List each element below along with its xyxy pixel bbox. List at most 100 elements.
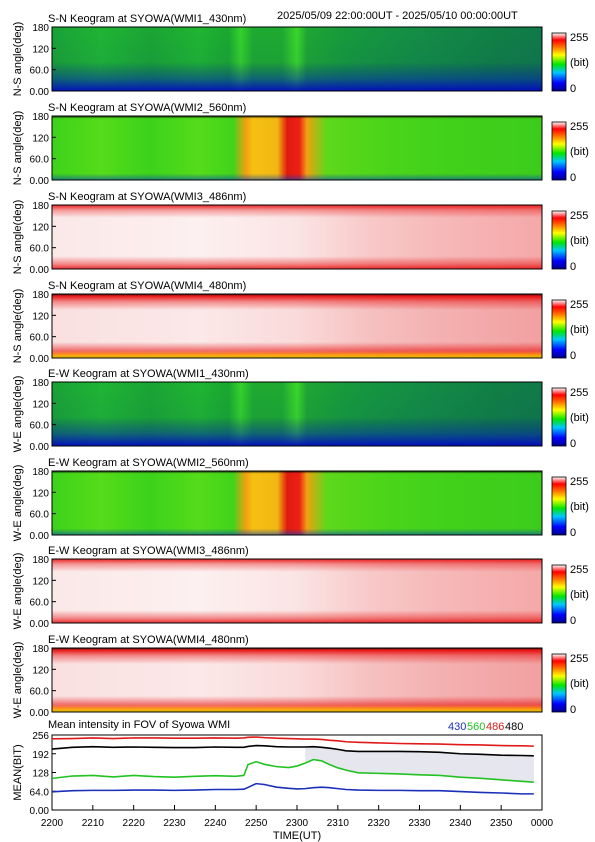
panel-frame (51, 26, 543, 92)
x-tick-label: 0000 (531, 818, 554, 829)
colorbar-min: 0 (570, 83, 576, 95)
colorbar-unit: (bit) (570, 324, 589, 336)
y-tick-label: 120 (32, 399, 49, 410)
y-tick-label: 60.0 (30, 598, 50, 609)
colorbar: 255 (bit) 0 (551, 210, 589, 273)
legend-entry-560: 560 (467, 721, 485, 733)
series-line-430 (51, 782, 534, 795)
panel-frame (51, 558, 543, 624)
keogram-image-shading (52, 382, 542, 446)
colorbar: 255 (bit) 0 (551, 476, 589, 539)
y-tick-label: 0.00 (30, 176, 50, 187)
colorbar-scale (551, 299, 567, 359)
y-tick-label: 120 (32, 665, 49, 676)
y-tick-label: 0.00 (30, 531, 50, 542)
panel-title: E-W Keogram at SYOWA(WMI2_560nm) (48, 457, 249, 469)
colorbar-min: 0 (570, 172, 576, 184)
y-tick-label: 120 (32, 133, 49, 144)
keogram-image-shading (52, 648, 542, 712)
panel-title: E-W Keogram at SYOWA(WMI3_486nm) (48, 545, 249, 557)
x-tick-label: 2330 (408, 818, 431, 829)
y-tick-label: 180 (32, 467, 49, 478)
keogram-image-shading (52, 294, 542, 358)
colorbar-scale (551, 121, 567, 181)
legend-entry-480: 480 (505, 721, 523, 733)
colorbar-unit: (bit) (570, 57, 589, 69)
y-axis-label: W-E angle(deg) (12, 465, 24, 542)
keogram-panel-5: E-W Keogram at SYOWA(WMI1_430nm) 0.00 60.0… (12, 368, 589, 453)
colorbar-scale (551, 476, 567, 536)
x-tick-label: 2250 (245, 818, 268, 829)
panel-title: S-N Keogram at SYOWA(WMI3_486nm) (48, 191, 246, 203)
x-axis-label: TIME(UT) (273, 830, 321, 842)
colorbar-min: 0 (570, 615, 576, 627)
colorbar-scale (551, 210, 567, 270)
colorbar: 255 (bit) 0 (551, 387, 589, 450)
y-tick-label: 0.00 (30, 806, 50, 817)
x-tick-label: 2240 (204, 818, 227, 829)
panel-frame (51, 381, 543, 447)
y-tick-label: 128 (32, 769, 49, 780)
series-line-560 (51, 758, 534, 783)
panel-frame (51, 647, 543, 713)
colorbar-unit: (bit) (570, 501, 589, 513)
y-tick-label: 180 (32, 112, 49, 123)
x-tick-label: 2350 (490, 818, 513, 829)
panel-frame (51, 293, 543, 359)
panel-title: E-W Keogram at SYOWA(WMI1_430nm) (48, 368, 249, 380)
keogram-panel-8: E-W Keogram at SYOWA(WMI4_480nm) 0.00 60.0… (12, 634, 589, 719)
panel-title: S-N Keogram at SYOWA(WMI2_560nm) (48, 102, 246, 114)
colorbar-max: 255 (570, 32, 588, 44)
y-axis-label: W-E angle(deg) (12, 376, 24, 453)
keogram-image-shading (52, 205, 542, 269)
colorbar: 255 (bit) 0 (551, 299, 589, 362)
time-range-label: 2025/05/09 22:00:00UT - 2025/05/10 00:00… (277, 10, 518, 22)
legend-entry-430: 430 (448, 721, 466, 733)
colorbar-unit: (bit) (570, 412, 589, 424)
y-axis-label: N-S angle(deg) (12, 22, 24, 97)
keogram-panel-1: S-N Keogram at SYOWA(WMI1_430nm) 0.00 60.0… (12, 13, 589, 98)
colorbar-max: 255 (570, 476, 588, 488)
panel-frame (51, 115, 543, 181)
series-line-480 (51, 744, 534, 757)
y-tick-label: 60.0 (30, 66, 50, 77)
y-tick-label: 180 (32, 644, 49, 655)
keogram-image-shading (52, 559, 542, 623)
colorbar-unit: (bit) (570, 678, 589, 690)
y-tick-label: 120 (32, 311, 49, 322)
colorbar-max: 255 (570, 210, 588, 222)
colorbar-unit: (bit) (570, 589, 589, 601)
keogram-image-shading (52, 116, 542, 180)
y-tick-label: 180 (32, 378, 49, 389)
colorbar-scale (551, 564, 567, 624)
x-tick-label: 2310 (327, 818, 350, 829)
keogram-panel-2: S-N Keogram at SYOWA(WMI2_560nm) 0.00 60.0… (12, 102, 589, 187)
series-line-486 (51, 736, 534, 747)
x-tick-label: 2210 (82, 818, 105, 829)
x-tick-label: 2230 (163, 818, 186, 829)
panel-frame (51, 470, 543, 536)
y-tick-label: 180 (32, 555, 49, 566)
colorbar-min: 0 (570, 438, 576, 450)
y-tick-label: 120 (32, 576, 49, 587)
x-tick-label: 2340 (449, 818, 472, 829)
keogram-panel-3: S-N Keogram at SYOWA(WMI3_486nm) 0.00 60.0… (12, 191, 589, 276)
y-tick-label: 60.0 (30, 510, 50, 521)
y-tick-label: 0.00 (30, 442, 50, 453)
x-tick-label: 2220 (123, 818, 146, 829)
y-axis-label: MEAN(BIT) (12, 744, 24, 800)
colorbar-min: 0 (570, 704, 576, 716)
panel-title: S-N Keogram at SYOWA(WMI1_430nm) (48, 13, 246, 25)
y-axis-label: W-E angle(deg) (12, 553, 24, 630)
lineplot-title: Mean intensity in FOV of Syowa WMI (48, 719, 230, 731)
colorbar-unit: (bit) (570, 235, 589, 247)
y-tick-label: 120 (32, 222, 49, 233)
y-tick-label: 192 (32, 750, 49, 761)
colorbar: 255 (bit) 0 (551, 121, 589, 184)
colorbar-scale (551, 32, 567, 92)
colorbar-max: 255 (570, 653, 588, 665)
y-tick-label: 0.00 (30, 87, 50, 98)
panel-frame (51, 204, 543, 270)
colorbar-scale (551, 387, 567, 447)
